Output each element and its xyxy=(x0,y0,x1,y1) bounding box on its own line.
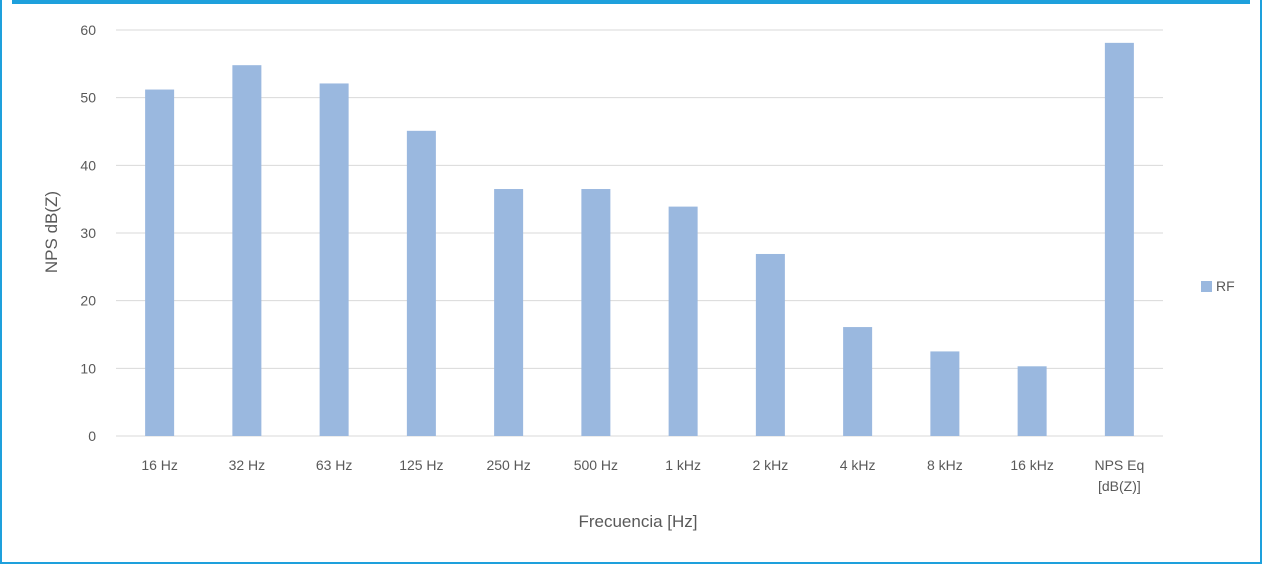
x-tick-label: 16 Hz xyxy=(141,457,178,473)
x-tick-label: 2 kHz xyxy=(752,457,788,473)
legend-label-rf: RF xyxy=(1216,278,1235,294)
x-tick-label: 1 kHz xyxy=(665,457,701,473)
x-tick-label: NPS Eq [dB(Z)] xyxy=(1094,457,1144,494)
x-tick-label: 4 kHz xyxy=(840,457,876,473)
bar xyxy=(232,65,262,436)
bar xyxy=(581,189,611,436)
y-axis-title: NPS dB(Z) xyxy=(42,191,61,273)
bar xyxy=(1104,42,1134,437)
y-tick-label: 40 xyxy=(80,157,96,173)
y-tick-label: 50 xyxy=(80,90,96,106)
bar xyxy=(145,89,175,437)
x-tick-label: 500 Hz xyxy=(574,457,618,473)
x-tick-label: 8 kHz xyxy=(927,457,963,473)
x-tick-label: 16 kHz xyxy=(1010,457,1054,473)
bar xyxy=(843,327,873,436)
legend-swatch-rf xyxy=(1201,281,1212,292)
bar xyxy=(668,206,698,436)
gridlines xyxy=(116,29,1163,437)
bar xyxy=(319,83,349,436)
x-tick-label: 125 Hz xyxy=(399,457,443,473)
x-tick-label: 250 Hz xyxy=(486,457,530,473)
legend: RF xyxy=(1201,278,1235,294)
x-tick-label: 32 Hz xyxy=(229,457,266,473)
y-axis-ticks: 0 10 20 30 40 50 60 xyxy=(80,22,96,444)
top-border-accent xyxy=(12,0,1250,4)
x-axis-ticks: 16 Hz 32 Hz 63 Hz 125 Hz 250 Hz 500 Hz 1 kHz 2 … xyxy=(141,457,1144,494)
x-tick-label: 63 Hz xyxy=(316,457,353,473)
bars xyxy=(145,42,1134,437)
y-tick-label: 60 xyxy=(80,22,96,38)
bar xyxy=(494,189,524,436)
y-tick-label: 30 xyxy=(80,225,96,241)
y-tick-label: 10 xyxy=(80,360,96,376)
bar xyxy=(406,130,436,436)
bar xyxy=(930,351,960,436)
x-axis-title: Frecuencia [Hz] xyxy=(578,512,697,531)
y-tick-label: 20 xyxy=(80,293,96,309)
y-tick-label: 0 xyxy=(88,428,96,444)
bar xyxy=(755,253,785,436)
bar xyxy=(1017,366,1047,436)
